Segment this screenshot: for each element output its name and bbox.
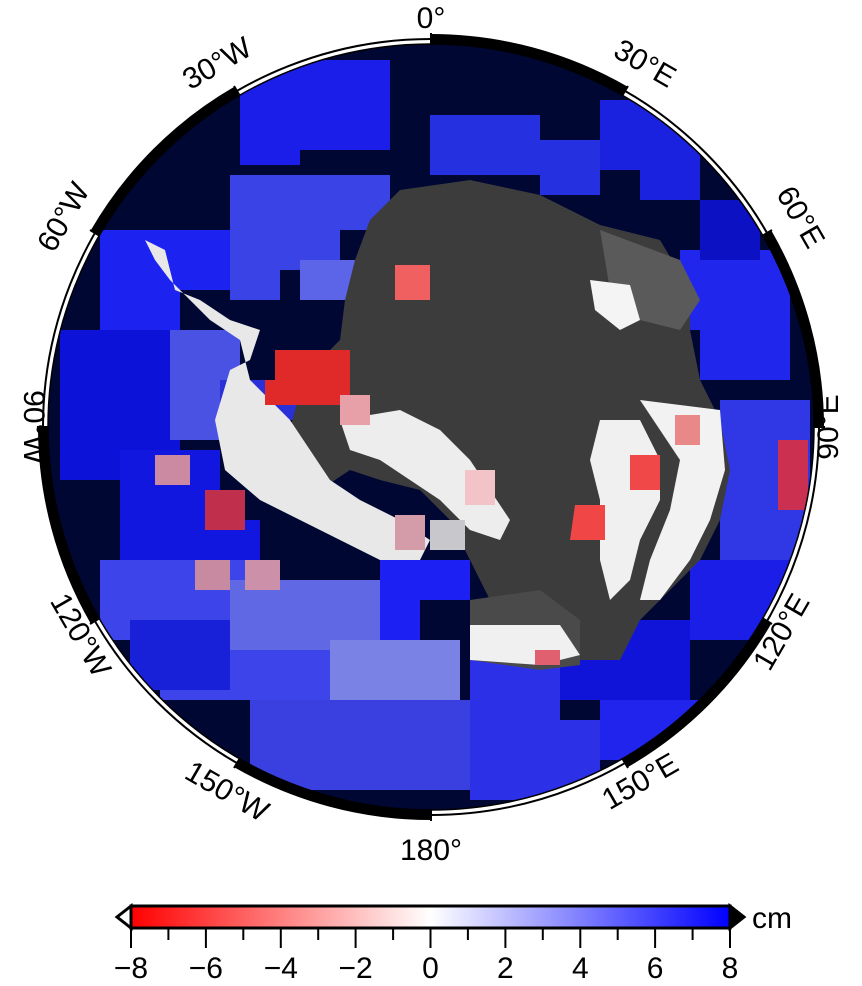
lon-label-90e: 90°E — [812, 394, 845, 459]
colorbar-tick-label: 2 — [497, 952, 514, 985]
polar-map — [48, 44, 814, 810]
colorbar-tick-label: −8 — [114, 952, 148, 985]
colorbar-tick-labels: −8 −6 −4 −2 0 2 4 6 8 — [114, 952, 738, 985]
negative-anomaly-patches — [155, 265, 808, 665]
colorbar-tick-label: 4 — [572, 952, 589, 985]
longitude-ticks — [37, 33, 825, 821]
colorbar-tick-label: −6 — [189, 952, 223, 985]
colorbar-high-triangle — [728, 902, 747, 932]
lon-label-90w: 90°W — [17, 390, 50, 464]
lon-label-180: 180° — [400, 834, 462, 867]
colorbar-tick-label: −2 — [338, 952, 372, 985]
colorbar-tick-label: −4 — [264, 952, 298, 985]
colorbar-gradient — [129, 904, 732, 930]
colorbar-tick-label: 6 — [647, 952, 664, 985]
colorbar-tick-label: 0 — [422, 952, 439, 985]
lon-label-60e: 60°E — [770, 181, 831, 254]
lon-label-0: 0° — [417, 2, 446, 35]
colorbar-low-triangle — [114, 902, 133, 932]
lon-label-60w: 60°W — [31, 177, 97, 258]
colorbar-ticks — [130, 928, 731, 948]
colorbar-tick-label: 8 — [722, 952, 739, 985]
colorbar-unit-label: cm — [752, 902, 792, 935]
colorbar: −8 −6 −4 −2 0 2 4 6 8 cm — [114, 902, 792, 985]
